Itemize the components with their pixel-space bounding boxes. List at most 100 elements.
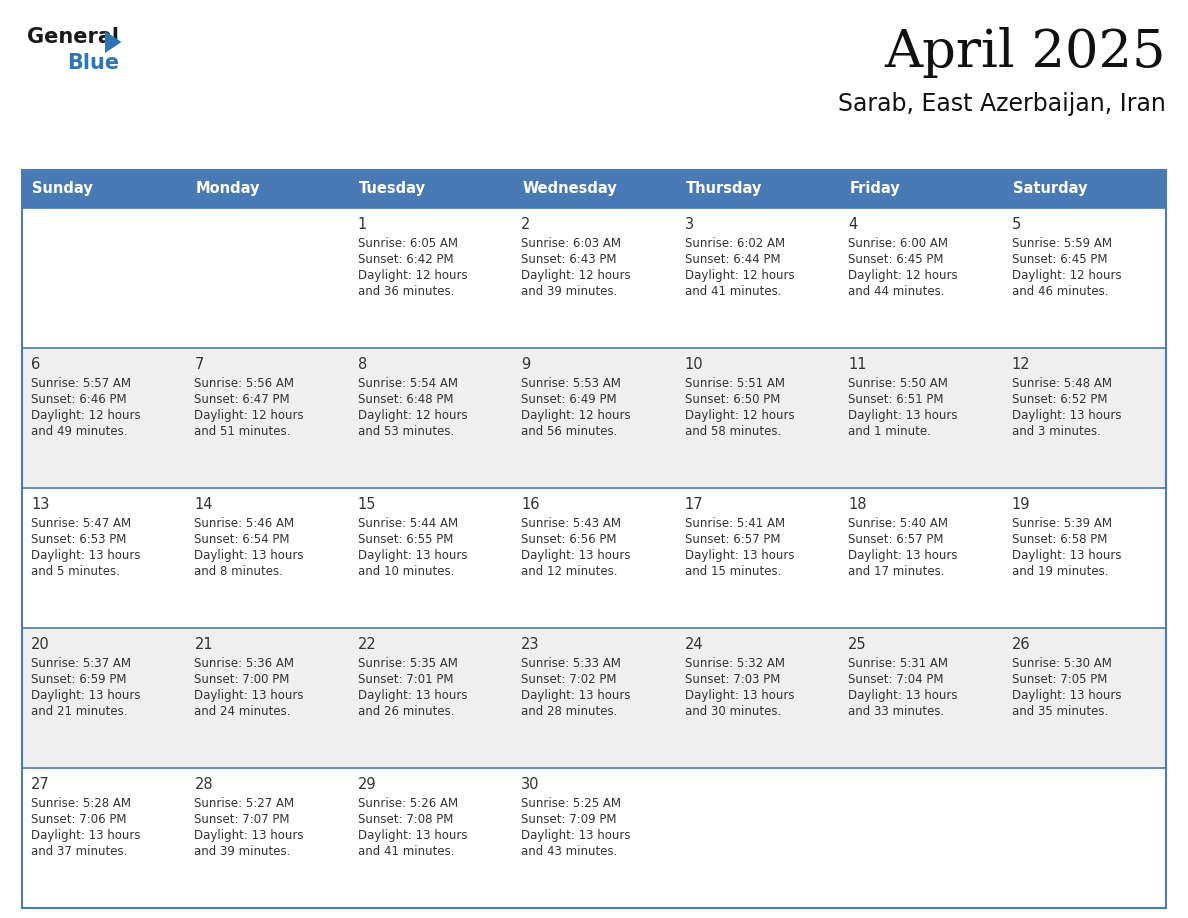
Text: 29: 29 <box>358 777 377 792</box>
Text: Sunset: 6:44 PM: Sunset: 6:44 PM <box>684 253 781 266</box>
Text: Daylight: 13 hours: Daylight: 13 hours <box>358 549 467 562</box>
Text: Sunset: 6:43 PM: Sunset: 6:43 PM <box>522 253 617 266</box>
Text: Sunrise: 5:44 AM: Sunrise: 5:44 AM <box>358 517 459 530</box>
Text: Sunrise: 5:40 AM: Sunrise: 5:40 AM <box>848 517 948 530</box>
Text: 18: 18 <box>848 497 866 512</box>
Text: and 19 minutes.: and 19 minutes. <box>1011 565 1108 578</box>
Text: Sunrise: 5:36 AM: Sunrise: 5:36 AM <box>195 657 295 670</box>
Text: 1: 1 <box>358 217 367 232</box>
Text: Daylight: 13 hours: Daylight: 13 hours <box>195 829 304 842</box>
Text: Saturday: Saturday <box>1012 182 1087 196</box>
Text: 26: 26 <box>1011 637 1030 652</box>
Text: Sunrise: 5:43 AM: Sunrise: 5:43 AM <box>522 517 621 530</box>
Text: Sunrise: 6:00 AM: Sunrise: 6:00 AM <box>848 237 948 250</box>
Text: Sunrise: 6:03 AM: Sunrise: 6:03 AM <box>522 237 621 250</box>
Text: and 49 minutes.: and 49 minutes. <box>31 425 127 438</box>
Text: and 28 minutes.: and 28 minutes. <box>522 705 618 718</box>
Text: Daylight: 13 hours: Daylight: 13 hours <box>848 409 958 422</box>
Text: 5: 5 <box>1011 217 1020 232</box>
Text: Sunrise: 5:25 AM: Sunrise: 5:25 AM <box>522 797 621 810</box>
Text: 28: 28 <box>195 777 213 792</box>
Text: Sunset: 7:09 PM: Sunset: 7:09 PM <box>522 813 617 826</box>
Text: Friday: Friday <box>849 182 899 196</box>
Text: Sunset: 6:46 PM: Sunset: 6:46 PM <box>31 393 127 406</box>
Text: Sarab, East Azerbaijan, Iran: Sarab, East Azerbaijan, Iran <box>838 92 1165 116</box>
Text: Daylight: 12 hours: Daylight: 12 hours <box>684 409 795 422</box>
Text: and 39 minutes.: and 39 minutes. <box>195 845 291 858</box>
Text: General: General <box>27 27 119 47</box>
Text: Daylight: 13 hours: Daylight: 13 hours <box>522 829 631 842</box>
Bar <box>23 768 1165 908</box>
Text: Wednesday: Wednesday <box>523 182 617 196</box>
Text: Daylight: 13 hours: Daylight: 13 hours <box>684 689 795 702</box>
Text: Sunset: 6:57 PM: Sunset: 6:57 PM <box>848 533 943 546</box>
Text: Sunset: 7:04 PM: Sunset: 7:04 PM <box>848 673 943 686</box>
Bar <box>23 628 1165 768</box>
Text: Sunset: 7:08 PM: Sunset: 7:08 PM <box>358 813 454 826</box>
Text: Sunset: 6:49 PM: Sunset: 6:49 PM <box>522 393 617 406</box>
Text: 6: 6 <box>31 357 40 372</box>
Text: Sunrise: 5:27 AM: Sunrise: 5:27 AM <box>195 797 295 810</box>
Text: and 53 minutes.: and 53 minutes. <box>358 425 454 438</box>
Bar <box>23 208 1165 348</box>
Text: Sunrise: 5:26 AM: Sunrise: 5:26 AM <box>358 797 459 810</box>
Text: Sunrise: 5:48 AM: Sunrise: 5:48 AM <box>1011 377 1112 390</box>
Text: and 12 minutes.: and 12 minutes. <box>522 565 618 578</box>
Text: Sunrise: 5:50 AM: Sunrise: 5:50 AM <box>848 377 948 390</box>
Text: Sunset: 6:42 PM: Sunset: 6:42 PM <box>358 253 454 266</box>
Text: Daylight: 13 hours: Daylight: 13 hours <box>31 549 140 562</box>
Text: Daylight: 13 hours: Daylight: 13 hours <box>31 689 140 702</box>
Text: and 5 minutes.: and 5 minutes. <box>31 565 120 578</box>
Bar <box>23 170 1165 908</box>
Text: Sunset: 7:01 PM: Sunset: 7:01 PM <box>358 673 454 686</box>
Text: 24: 24 <box>684 637 703 652</box>
Text: Sunset: 6:48 PM: Sunset: 6:48 PM <box>358 393 454 406</box>
Text: Sunset: 6:52 PM: Sunset: 6:52 PM <box>1011 393 1107 406</box>
Text: 12: 12 <box>1011 357 1030 372</box>
Text: 30: 30 <box>522 777 539 792</box>
Text: Sunset: 6:45 PM: Sunset: 6:45 PM <box>1011 253 1107 266</box>
Text: Sunrise: 5:39 AM: Sunrise: 5:39 AM <box>1011 517 1112 530</box>
Text: 11: 11 <box>848 357 866 372</box>
Text: Thursday: Thursday <box>685 182 762 196</box>
Text: Sunset: 6:45 PM: Sunset: 6:45 PM <box>848 253 943 266</box>
Text: 21: 21 <box>195 637 213 652</box>
Text: Daylight: 12 hours: Daylight: 12 hours <box>848 269 958 282</box>
Text: Daylight: 13 hours: Daylight: 13 hours <box>684 549 795 562</box>
Text: Sunset: 6:56 PM: Sunset: 6:56 PM <box>522 533 617 546</box>
Text: Sunrise: 5:32 AM: Sunrise: 5:32 AM <box>684 657 785 670</box>
Text: 13: 13 <box>31 497 50 512</box>
Text: and 56 minutes.: and 56 minutes. <box>522 425 618 438</box>
Text: Daylight: 13 hours: Daylight: 13 hours <box>848 689 958 702</box>
Text: and 10 minutes.: and 10 minutes. <box>358 565 454 578</box>
Text: and 1 minute.: and 1 minute. <box>848 425 931 438</box>
Text: Daylight: 12 hours: Daylight: 12 hours <box>1011 269 1121 282</box>
Text: Daylight: 13 hours: Daylight: 13 hours <box>1011 409 1121 422</box>
Text: Sunset: 6:55 PM: Sunset: 6:55 PM <box>358 533 454 546</box>
Text: and 3 minutes.: and 3 minutes. <box>1011 425 1100 438</box>
Text: and 8 minutes.: and 8 minutes. <box>195 565 283 578</box>
Text: Sunrise: 5:54 AM: Sunrise: 5:54 AM <box>358 377 457 390</box>
Text: Sunset: 7:03 PM: Sunset: 7:03 PM <box>684 673 781 686</box>
Text: Sunset: 6:51 PM: Sunset: 6:51 PM <box>848 393 943 406</box>
Text: Daylight: 13 hours: Daylight: 13 hours <box>195 689 304 702</box>
Text: Daylight: 12 hours: Daylight: 12 hours <box>358 409 468 422</box>
Text: Sunrise: 5:53 AM: Sunrise: 5:53 AM <box>522 377 621 390</box>
Text: Daylight: 13 hours: Daylight: 13 hours <box>848 549 958 562</box>
Text: Sunrise: 5:30 AM: Sunrise: 5:30 AM <box>1011 657 1112 670</box>
Text: Daylight: 12 hours: Daylight: 12 hours <box>522 269 631 282</box>
Polygon shape <box>105 31 121 53</box>
Text: and 58 minutes.: and 58 minutes. <box>684 425 781 438</box>
Text: Sunset: 7:05 PM: Sunset: 7:05 PM <box>1011 673 1107 686</box>
Text: 7: 7 <box>195 357 204 372</box>
Text: and 36 minutes.: and 36 minutes. <box>358 285 454 298</box>
Text: Sunset: 7:06 PM: Sunset: 7:06 PM <box>31 813 126 826</box>
Text: Sunrise: 5:47 AM: Sunrise: 5:47 AM <box>31 517 131 530</box>
Text: Blue: Blue <box>67 53 119 73</box>
Text: Sunrise: 6:05 AM: Sunrise: 6:05 AM <box>358 237 457 250</box>
Text: and 43 minutes.: and 43 minutes. <box>522 845 618 858</box>
Text: and 30 minutes.: and 30 minutes. <box>684 705 781 718</box>
Text: Sunrise: 6:02 AM: Sunrise: 6:02 AM <box>684 237 785 250</box>
Text: 3: 3 <box>684 217 694 232</box>
Text: Daylight: 13 hours: Daylight: 13 hours <box>522 549 631 562</box>
